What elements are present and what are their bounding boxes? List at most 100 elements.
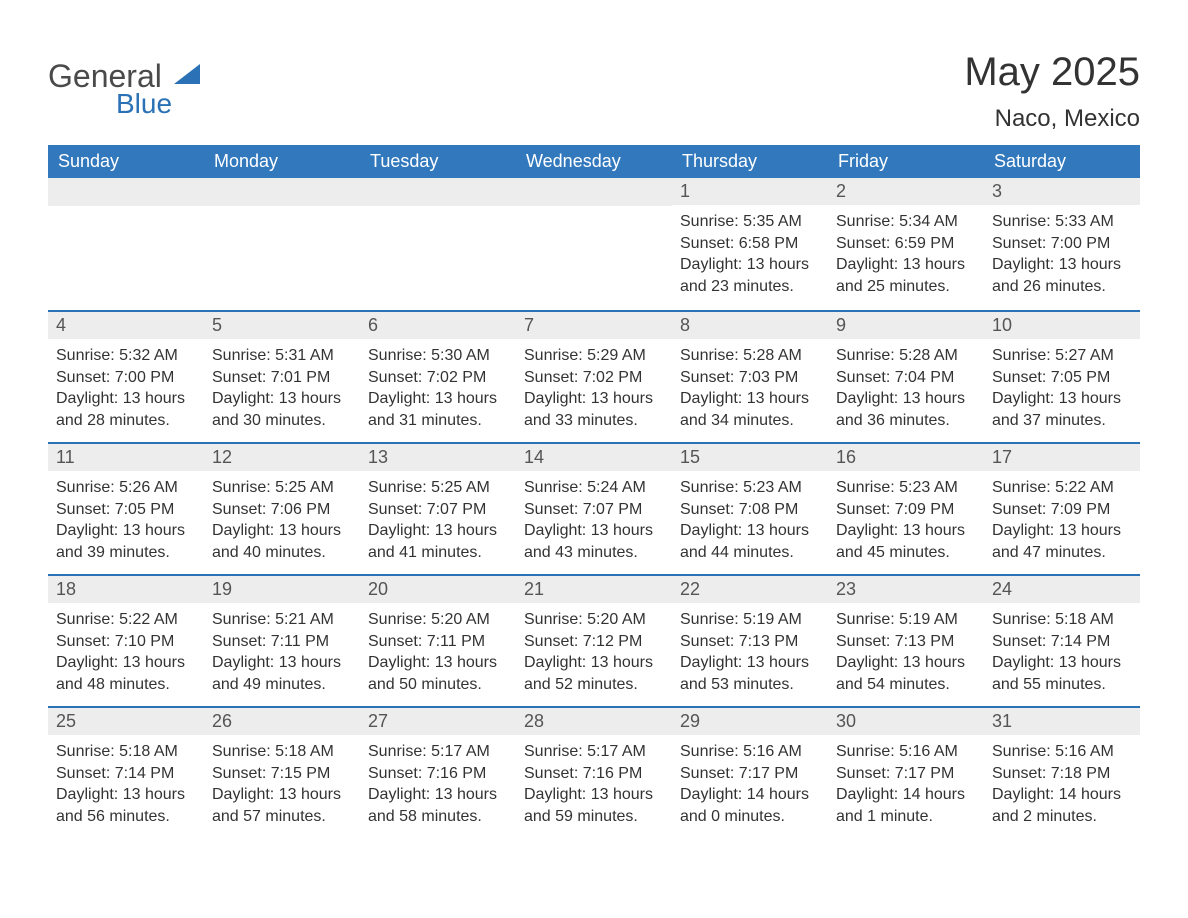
daylight-line: Daylight: 13 hours and 57 minutes. [212, 784, 352, 827]
weekday-header: Thursday [672, 145, 828, 178]
sunrise-line: Sunrise: 5:16 AM [836, 741, 976, 763]
calendar-day-cell [360, 178, 516, 310]
weekday-header: Monday [204, 145, 360, 178]
calendar-day-cell [516, 178, 672, 310]
sunrise-line: Sunrise: 5:25 AM [212, 477, 352, 499]
header: General Blue May 2025 Naco, Mexico [48, 50, 1140, 133]
sunset-line: Sunset: 7:11 PM [368, 631, 508, 653]
calendar-day-cell: 3Sunrise: 5:33 AMSunset: 7:00 PMDaylight… [984, 178, 1140, 310]
calendar-day-cell: 18Sunrise: 5:22 AMSunset: 7:10 PMDayligh… [48, 574, 204, 706]
daylight-line: Daylight: 13 hours and 54 minutes. [836, 652, 976, 695]
location: Naco, Mexico [964, 105, 1140, 133]
calendar-week-row: 18Sunrise: 5:22 AMSunset: 7:10 PMDayligh… [48, 574, 1140, 706]
sunset-line: Sunset: 7:11 PM [212, 631, 352, 653]
sunset-line: Sunset: 7:16 PM [524, 763, 664, 785]
calendar-day-cell [204, 178, 360, 310]
day-details: Sunrise: 5:18 AMSunset: 7:14 PMDaylight:… [48, 735, 204, 837]
daylight-line: Daylight: 13 hours and 26 minutes. [992, 254, 1132, 297]
daylight-line: Daylight: 13 hours and 44 minutes. [680, 520, 820, 563]
sunrise-line: Sunrise: 5:19 AM [680, 609, 820, 631]
sunset-line: Sunset: 7:09 PM [992, 499, 1132, 521]
daylight-line: Daylight: 14 hours and 0 minutes. [680, 784, 820, 827]
weekday-header: Saturday [984, 145, 1140, 178]
sunset-line: Sunset: 7:08 PM [680, 499, 820, 521]
daylight-line: Daylight: 13 hours and 36 minutes. [836, 388, 976, 431]
calendar-day-cell: 10Sunrise: 5:27 AMSunset: 7:05 PMDayligh… [984, 310, 1140, 442]
calendar-day-cell: 4Sunrise: 5:32 AMSunset: 7:00 PMDaylight… [48, 310, 204, 442]
empty-day-bar [360, 178, 516, 206]
weekday-header: Wednesday [516, 145, 672, 178]
daylight-line: Daylight: 13 hours and 48 minutes. [56, 652, 196, 695]
sunset-line: Sunset: 7:17 PM [836, 763, 976, 785]
sunset-line: Sunset: 7:05 PM [992, 367, 1132, 389]
daylight-line: Daylight: 13 hours and 31 minutes. [368, 388, 508, 431]
calendar-day-cell: 13Sunrise: 5:25 AMSunset: 7:07 PMDayligh… [360, 442, 516, 574]
day-number: 20 [360, 574, 516, 603]
day-number: 31 [984, 706, 1140, 735]
daylight-line: Daylight: 13 hours and 59 minutes. [524, 784, 664, 827]
calendar-day-cell: 31Sunrise: 5:16 AMSunset: 7:18 PMDayligh… [984, 706, 1140, 838]
day-number: 1 [672, 178, 828, 205]
day-number: 24 [984, 574, 1140, 603]
daylight-line: Daylight: 13 hours and 43 minutes. [524, 520, 664, 563]
day-details: Sunrise: 5:17 AMSunset: 7:16 PMDaylight:… [360, 735, 516, 837]
day-details: Sunrise: 5:26 AMSunset: 7:05 PMDaylight:… [48, 471, 204, 573]
weekday-header-row: SundayMondayTuesdayWednesdayThursdayFrid… [48, 145, 1140, 178]
sunrise-line: Sunrise: 5:29 AM [524, 345, 664, 367]
sunset-line: Sunset: 7:10 PM [56, 631, 196, 653]
sunrise-line: Sunrise: 5:24 AM [524, 477, 664, 499]
day-number: 26 [204, 706, 360, 735]
sunrise-line: Sunrise: 5:34 AM [836, 211, 976, 233]
weekday-header: Friday [828, 145, 984, 178]
day-details: Sunrise: 5:17 AMSunset: 7:16 PMDaylight:… [516, 735, 672, 837]
sunset-line: Sunset: 6:58 PM [680, 233, 820, 255]
sunrise-line: Sunrise: 5:20 AM [368, 609, 508, 631]
day-number: 15 [672, 442, 828, 471]
calendar-day-cell: 19Sunrise: 5:21 AMSunset: 7:11 PMDayligh… [204, 574, 360, 706]
daylight-line: Daylight: 14 hours and 1 minute. [836, 784, 976, 827]
day-number: 17 [984, 442, 1140, 471]
weekday-header: Sunday [48, 145, 204, 178]
sunset-line: Sunset: 7:18 PM [992, 763, 1132, 785]
sunrise-line: Sunrise: 5:27 AM [992, 345, 1132, 367]
day-number: 9 [828, 310, 984, 339]
daylight-line: Daylight: 13 hours and 25 minutes. [836, 254, 976, 297]
calendar-day-cell: 20Sunrise: 5:20 AMSunset: 7:11 PMDayligh… [360, 574, 516, 706]
weekday-header: Tuesday [360, 145, 516, 178]
day-details: Sunrise: 5:18 AMSunset: 7:14 PMDaylight:… [984, 603, 1140, 705]
brand-sub: Blue [116, 88, 172, 120]
daylight-line: Daylight: 13 hours and 37 minutes. [992, 388, 1132, 431]
sunset-line: Sunset: 7:02 PM [368, 367, 508, 389]
brand-triangle-icon [174, 64, 200, 84]
sunset-line: Sunset: 7:06 PM [212, 499, 352, 521]
day-details: Sunrise: 5:27 AMSunset: 7:05 PMDaylight:… [984, 339, 1140, 441]
day-number: 10 [984, 310, 1140, 339]
calendar-day-cell: 7Sunrise: 5:29 AMSunset: 7:02 PMDaylight… [516, 310, 672, 442]
sunrise-line: Sunrise: 5:19 AM [836, 609, 976, 631]
brand-logo: General Blue [48, 60, 200, 120]
sunrise-line: Sunrise: 5:28 AM [680, 345, 820, 367]
day-details: Sunrise: 5:32 AMSunset: 7:00 PMDaylight:… [48, 339, 204, 441]
day-details: Sunrise: 5:21 AMSunset: 7:11 PMDaylight:… [204, 603, 360, 705]
daylight-line: Daylight: 13 hours and 55 minutes. [992, 652, 1132, 695]
calendar-week-row: 11Sunrise: 5:26 AMSunset: 7:05 PMDayligh… [48, 442, 1140, 574]
day-number: 8 [672, 310, 828, 339]
daylight-line: Daylight: 13 hours and 28 minutes. [56, 388, 196, 431]
sunrise-line: Sunrise: 5:28 AM [836, 345, 976, 367]
sunrise-line: Sunrise: 5:16 AM [680, 741, 820, 763]
day-details: Sunrise: 5:22 AMSunset: 7:09 PMDaylight:… [984, 471, 1140, 573]
calendar-day-cell: 5Sunrise: 5:31 AMSunset: 7:01 PMDaylight… [204, 310, 360, 442]
day-details: Sunrise: 5:30 AMSunset: 7:02 PMDaylight:… [360, 339, 516, 441]
day-details: Sunrise: 5:19 AMSunset: 7:13 PMDaylight:… [672, 603, 828, 705]
day-details: Sunrise: 5:24 AMSunset: 7:07 PMDaylight:… [516, 471, 672, 573]
day-number: 2 [828, 178, 984, 205]
day-details: Sunrise: 5:35 AMSunset: 6:58 PMDaylight:… [672, 205, 828, 307]
day-details: Sunrise: 5:20 AMSunset: 7:11 PMDaylight:… [360, 603, 516, 705]
day-number: 29 [672, 706, 828, 735]
daylight-line: Daylight: 13 hours and 50 minutes. [368, 652, 508, 695]
calendar-day-cell: 17Sunrise: 5:22 AMSunset: 7:09 PMDayligh… [984, 442, 1140, 574]
sunrise-line: Sunrise: 5:22 AM [992, 477, 1132, 499]
day-details: Sunrise: 5:16 AMSunset: 7:17 PMDaylight:… [828, 735, 984, 837]
sunrise-line: Sunrise: 5:17 AM [524, 741, 664, 763]
month-title: May 2025 [964, 50, 1140, 95]
